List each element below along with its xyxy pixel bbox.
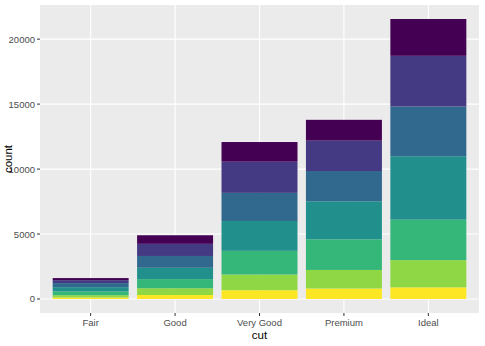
bar-segment bbox=[137, 288, 213, 295]
tick-mark bbox=[428, 313, 429, 316]
bar-segment bbox=[53, 280, 129, 283]
bar-segment bbox=[137, 295, 213, 299]
tick-label: 20000 bbox=[9, 34, 35, 45]
bar-segment bbox=[306, 288, 382, 298]
bar-segment bbox=[390, 260, 466, 287]
bar-segment bbox=[306, 141, 382, 171]
tick-label: Ideal bbox=[418, 317, 439, 328]
bar-segment bbox=[222, 275, 298, 291]
bar-segment bbox=[222, 162, 298, 193]
tick-label: 15000 bbox=[9, 99, 35, 110]
bar-segment bbox=[137, 279, 213, 288]
bar-segment bbox=[390, 220, 466, 260]
bar-segment bbox=[137, 235, 213, 244]
panel bbox=[40, 5, 479, 313]
tick-label: Very Good bbox=[237, 317, 282, 328]
axis-title: cut bbox=[252, 329, 268, 341]
tick-mark bbox=[343, 313, 344, 316]
tick-label: Good bbox=[163, 317, 186, 328]
bar-segment bbox=[390, 56, 466, 107]
bar-segment bbox=[306, 239, 382, 270]
tick-label: Premium bbox=[325, 317, 363, 328]
bar-segment bbox=[53, 291, 129, 295]
tick-mark bbox=[37, 169, 40, 170]
tick-mark bbox=[259, 313, 260, 316]
tick-label: Fair bbox=[82, 317, 98, 328]
tick-mark bbox=[175, 313, 176, 316]
tick-label: 5000 bbox=[14, 229, 35, 240]
bar-segment bbox=[306, 270, 382, 289]
bar-segment bbox=[222, 251, 298, 275]
tick-mark bbox=[37, 234, 40, 235]
tick-label: 0 bbox=[30, 293, 35, 304]
bar-segment bbox=[306, 201, 382, 239]
bar-segment bbox=[53, 295, 129, 297]
bar-segment bbox=[306, 120, 382, 141]
bar-segment bbox=[222, 142, 298, 162]
bar-segment bbox=[222, 221, 298, 251]
bar-segment bbox=[137, 244, 213, 256]
bar-segment bbox=[53, 287, 129, 291]
bar-segment bbox=[390, 156, 466, 219]
bar-segment bbox=[53, 283, 129, 287]
chart: 05000100001500020000FairGoodVery GoodPre… bbox=[0, 0, 485, 346]
bar-segment bbox=[222, 193, 298, 221]
tick-mark bbox=[90, 313, 91, 316]
tick-mark bbox=[37, 298, 40, 299]
bar-segment bbox=[390, 287, 466, 299]
bar-segment bbox=[137, 256, 213, 268]
bar-segment bbox=[222, 290, 298, 299]
bars bbox=[53, 19, 467, 299]
grid-line bbox=[90, 5, 91, 313]
bar-segment bbox=[306, 171, 382, 201]
bar-segment bbox=[137, 268, 213, 279]
axis-title: count bbox=[2, 144, 14, 173]
tick-mark bbox=[37, 104, 40, 105]
bar-segment bbox=[390, 107, 466, 157]
bar-segment bbox=[53, 278, 129, 280]
tick-mark bbox=[37, 39, 40, 40]
bar-segment bbox=[53, 297, 129, 299]
bar-segment bbox=[390, 19, 466, 56]
